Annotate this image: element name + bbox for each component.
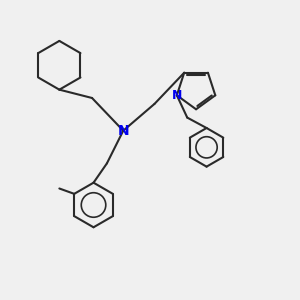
Text: N: N [172, 89, 182, 102]
Text: N: N [117, 124, 129, 138]
